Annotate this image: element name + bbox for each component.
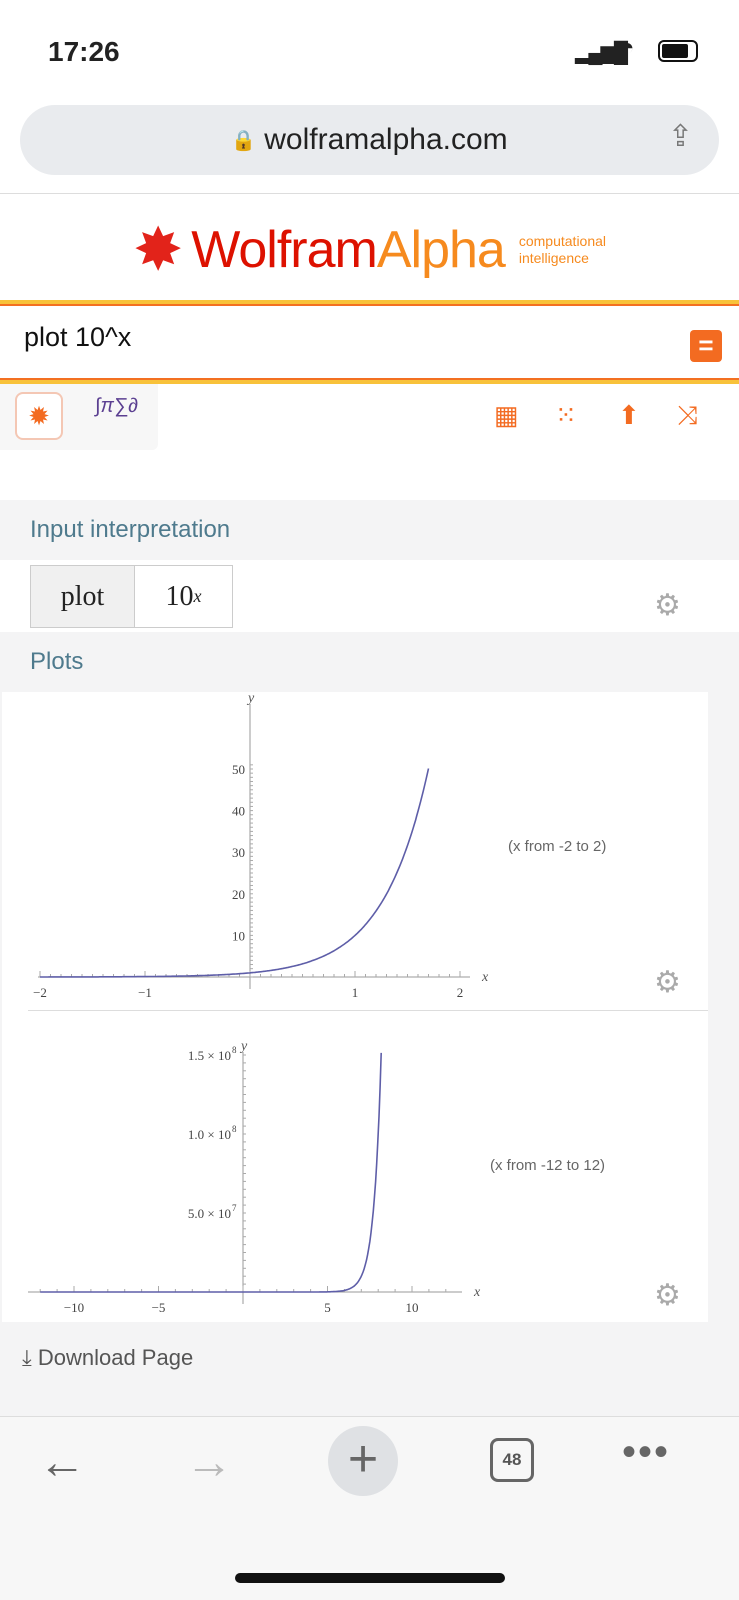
tagline-1: computational: [518, 233, 607, 249]
plots-pod: [2, 692, 708, 1322]
y-tick-exponent: 8: [232, 1045, 237, 1055]
curve-10-pow-x: [40, 1052, 382, 1293]
logo-alpha: Alpha: [376, 221, 506, 279]
x-axis-label: x: [481, 970, 489, 985]
home-indicator: [235, 1573, 505, 1583]
y-tick-label: 50: [232, 762, 245, 777]
logo-tagline: computational intelligence: [519, 233, 606, 267]
x-tick-label: 5: [324, 1300, 331, 1315]
search-bar: [0, 300, 739, 384]
compute-button[interactable]: =: [690, 330, 722, 362]
x-axis-label: x: [473, 1285, 481, 1300]
y-tick-label: 20: [232, 887, 245, 902]
y-tick-label: 10: [232, 928, 245, 943]
y-tick-label: 5.0 × 10: [188, 1206, 231, 1221]
tab-count: 48: [502, 1450, 522, 1469]
y-tick-exponent: 7: [232, 1203, 237, 1213]
download-icon: ⤓: [22, 1345, 32, 1370]
more-icon[interactable]: •••: [622, 1430, 671, 1474]
cell-text: plot: [60, 580, 105, 612]
pod-title-plots: Plots: [30, 648, 84, 675]
x-tick-label: −2: [33, 985, 47, 1000]
y-axis-label: y: [246, 692, 255, 706]
download-label: Download Page: [37, 1345, 194, 1370]
battery-icon: [658, 40, 698, 62]
x-tick-label: −10: [64, 1300, 84, 1315]
pod-title-input: Input interpretation: [30, 516, 231, 543]
math-input-mode-icon[interactable]: ∫π∑∂: [95, 395, 139, 417]
back-icon[interactable]: ←: [38, 1436, 86, 1489]
plot-1: −2 −1 1 2 10 20 30 40 50 x y: [33, 692, 489, 1000]
x-tick-label: −5: [152, 1300, 166, 1315]
gear-icon[interactable]: ⚙: [654, 589, 681, 622]
wolframalpha-logo[interactable]: ✸ Wolfram Alpha computational intelligence: [0, 205, 739, 295]
x-tick-label: 2: [457, 985, 464, 1000]
examples-grid-icon[interactable]: ⁙: [555, 400, 577, 430]
y-tick-label: 40: [232, 804, 245, 819]
new-tab-button[interactable]: +: [328, 1426, 398, 1496]
address-bar[interactable]: 🔒 wolframalpha.com ⇪: [20, 105, 719, 175]
x-tick-label: −1: [138, 985, 152, 1000]
lock-icon: 🔒: [231, 129, 257, 152]
logo-wolfram: Wolfram: [191, 221, 378, 279]
interp-cell-plot: plot: [30, 565, 135, 628]
tabs-button[interactable]: 48: [490, 1438, 534, 1482]
gear-icon[interactable]: ⚙: [654, 1279, 681, 1312]
pod-divider: [28, 1010, 708, 1011]
interp-cell-function: 10 x: [134, 565, 233, 628]
x-tick-label: 1: [352, 985, 359, 1000]
y-tick-label: 1.5 × 10: [188, 1048, 231, 1063]
y-tick-label: 30: [232, 845, 245, 860]
table-icon[interactable]: ▦: [494, 400, 519, 430]
gear-icon[interactable]: ⚙: [654, 966, 681, 999]
divider: [0, 193, 739, 194]
forward-icon[interactable]: →: [185, 1436, 233, 1489]
search-input[interactable]: plot 10^x: [24, 322, 132, 352]
y-tick-label: 1.0 × 10: [188, 1127, 231, 1142]
clock: 17:26: [48, 36, 120, 67]
tagline-2: intelligence: [518, 250, 589, 266]
url-text: wolframalpha.com: [264, 123, 508, 156]
cell-text: 10: [165, 580, 194, 612]
curve-10-pow-x: [40, 768, 430, 978]
x-tick-label: 10: [406, 1300, 419, 1315]
y-axis-label: y: [239, 1039, 248, 1054]
upload-icon[interactable]: ⬆: [618, 400, 640, 430]
y-tick-exponent: 8: [232, 1124, 237, 1134]
spikey-icon: ✸: [132, 216, 184, 283]
plot-1-range-note: (x from -2 to 2): [508, 838, 607, 855]
natural-language-mode-icon[interactable]: ✹: [15, 392, 63, 440]
share-icon[interactable]: ⇪: [667, 120, 693, 153]
plot-2-range-note: (x from -12 to 12): [490, 1157, 606, 1174]
status-bar: 17:26 ▂▄▆█ ◔: [0, 0, 739, 100]
download-page-button[interactable]: ⤓ Download Page: [22, 1345, 193, 1371]
cell-exponent: x: [193, 586, 202, 606]
plot-2: −10 −5 5 105.0 × 10 71.0 × 10 81.5 × 10 8xy: [28, 1039, 481, 1315]
signal-icon: ▂▄▆█: [575, 42, 628, 64]
random-icon[interactable]: ⤨: [677, 400, 698, 430]
wifi-icon: ◔: [620, 34, 635, 61]
